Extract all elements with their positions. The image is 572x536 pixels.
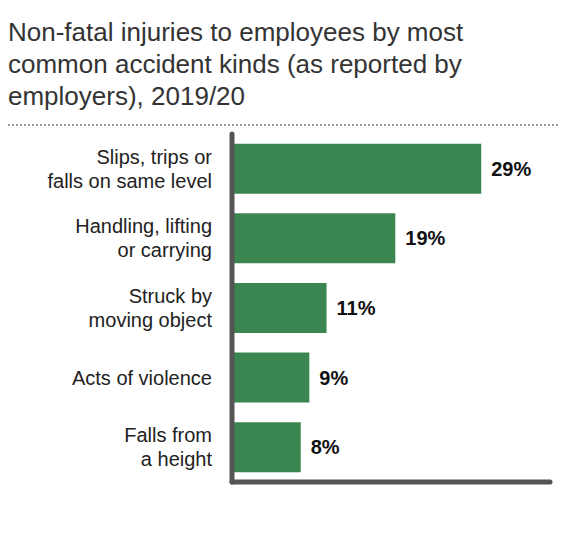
svg-text:Acts of violence: Acts of violence	[72, 367, 212, 389]
svg-text:Falls froma height: Falls froma height	[124, 424, 212, 470]
svg-text:29%: 29%	[491, 158, 531, 180]
svg-text:19%: 19%	[405, 227, 445, 249]
svg-text:9%: 9%	[319, 367, 348, 389]
html-text:Non-fatal injuries to employee: Non-fatal injuries to employees by most …	[8, 17, 464, 111]
svg-text:11%: 11%	[337, 297, 376, 319]
svg-text:Struck bymoving object: Struck bymoving object	[89, 285, 213, 331]
svg-text:8%: 8%	[311, 436, 340, 458]
svg-text:Handling, liftingor carrying: Handling, liftingor carrying	[75, 215, 212, 261]
svg-text:Slips, trips orfalls on same l: Slips, trips orfalls on same level	[47, 146, 212, 192]
